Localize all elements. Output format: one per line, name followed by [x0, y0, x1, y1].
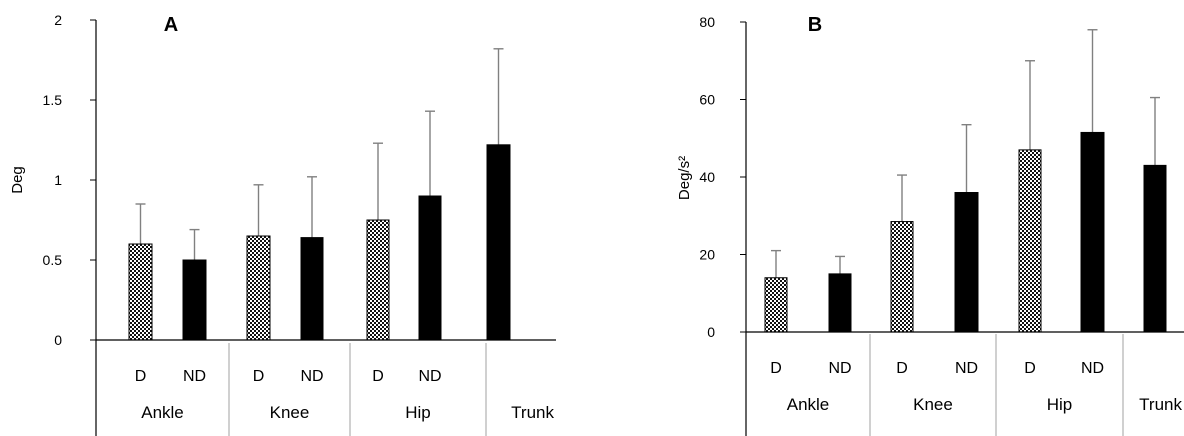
- group-label: Trunk: [511, 403, 554, 422]
- bar-solid: [418, 195, 442, 341]
- panel-title: B: [808, 14, 822, 36]
- bar-category-label: ND: [955, 360, 978, 377]
- bar-hatched: [366, 219, 390, 341]
- bar-hatched: [764, 277, 788, 333]
- y-tick-label: 60: [699, 92, 715, 108]
- bar-solid: [828, 273, 852, 333]
- bar-category-label: D: [896, 360, 908, 377]
- y-tick-label: 1.5: [43, 92, 63, 108]
- bar-hatched: [128, 243, 153, 341]
- bar-category-label: ND: [828, 360, 851, 377]
- group-label: Knee: [913, 395, 953, 414]
- y-tick-label: 0: [54, 332, 62, 348]
- y-tick-label: 0: [707, 324, 715, 340]
- bar-category-label: D: [372, 368, 384, 385]
- bar-hatched: [1018, 149, 1042, 333]
- bar-solid: [486, 144, 511, 341]
- bar-category-label: ND: [1081, 360, 1104, 377]
- chart-b: B Deg/s² 0 20 40 60 80 D ND D ND D ND Ankle Knee Hip Tru…: [676, 14, 1184, 436]
- group-label: Trunk: [1139, 395, 1182, 414]
- group-label: Hip: [405, 403, 431, 422]
- bar-category-label: ND: [300, 368, 323, 385]
- y-tick-label: 20: [699, 247, 715, 263]
- bar-category-label: ND: [418, 368, 441, 385]
- chart-a: A Deg 0 0.5 1 1.5 2 D ND D ND D ND Ankle Knee Hip Trunk: [9, 12, 556, 436]
- bar-category-label: D: [135, 368, 147, 385]
- panel-title: A: [164, 14, 178, 36]
- y-axis-label: Deg/s²: [676, 156, 693, 200]
- group-label: Knee: [270, 403, 310, 422]
- bar-solid: [1080, 131, 1105, 333]
- y-axis-label: Deg: [9, 166, 26, 194]
- bar-category-label: D: [253, 368, 265, 385]
- group-label: Hip: [1047, 395, 1073, 414]
- y-tick-label: 2: [54, 12, 62, 28]
- y-tick-label: 40: [699, 169, 715, 185]
- y-tick-label: 80: [699, 14, 715, 30]
- y-tick-label: 0.5: [43, 252, 63, 268]
- bar-solid: [1143, 164, 1167, 333]
- bar-solid: [954, 192, 979, 333]
- bar-category-label: ND: [183, 368, 206, 385]
- bar-category-label: D: [1024, 360, 1036, 377]
- group-label: Ankle: [787, 395, 830, 414]
- bar-category-label: D: [770, 360, 782, 377]
- bar-solid: [182, 259, 207, 341]
- group-label: Ankle: [141, 403, 184, 422]
- bar-hatched: [246, 235, 271, 341]
- y-tick-label: 1: [54, 172, 62, 188]
- bar-solid: [300, 237, 324, 341]
- bar-hatched: [890, 221, 914, 333]
